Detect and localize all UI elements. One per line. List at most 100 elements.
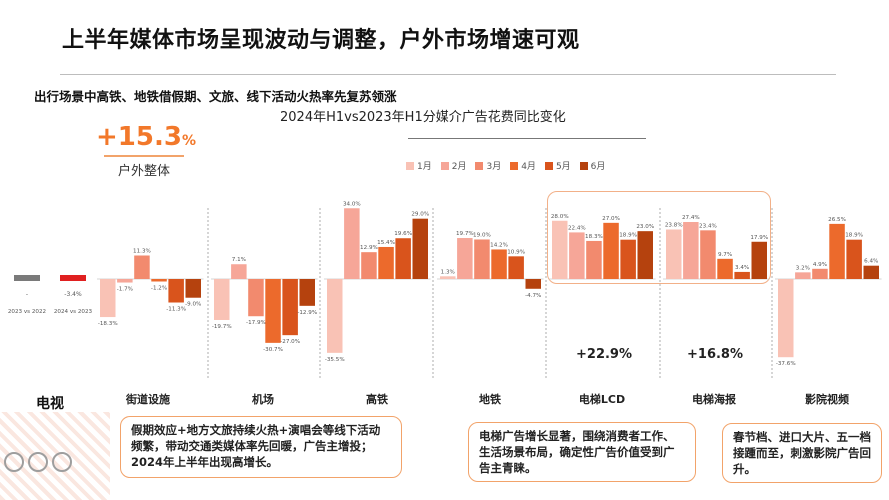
bar [552,220,568,279]
bar-value-label: 18.9% [845,233,863,239]
tv-bar [60,275,86,281]
legend-swatch [510,161,519,170]
bar [491,249,507,279]
chart-legend: 1月 2月 3月 4月 5月 6月 [406,159,605,172]
bar [525,279,541,289]
bar [683,222,699,279]
legend-label: 6月 [590,162,606,172]
bar [863,265,879,279]
chart-title-underline [408,138,646,139]
bar [327,279,343,353]
title-divider [60,74,836,75]
page-title: 上半年媒体市场呈现波动与调整，户外市场增速可观 [62,28,580,53]
bar-value-label: -12.9% [297,310,317,316]
bar-value-label: -27.0% [280,339,300,345]
category-label: 街道设施 [126,393,170,406]
kpi-value: +15.3% [96,122,196,152]
kpi-divider [104,155,184,157]
bar-value-label: 15.4% [377,240,395,246]
bar-value-label: 19.7% [456,231,474,237]
bar-value-label: -37.6% [776,361,796,367]
chart-title: 2024年H1vs2023年H1分媒介广告花费同比变化 [280,110,566,125]
bar-value-label: 3.4% [735,265,749,271]
bar-value-label: 18.9% [619,233,637,239]
bar-value-label: 19.6% [394,231,412,237]
category-label: 地铁 [479,393,501,406]
bar-value-label: -18.3% [98,321,118,327]
sgs-logo-icon [52,452,72,472]
bar [586,240,602,279]
bar [569,232,585,279]
category-label: 高铁 [366,393,388,406]
callout-transport: 假期效应+地方文旅持续火热+演唱会等线下活动频繁，带动交通类媒体率先回暖，广告主… [120,416,402,478]
bar-value-label: -35.5% [325,357,345,363]
tv-value-label: -3.4% [64,291,82,298]
category-label: 电梯海报 [692,393,736,406]
tv-period-label: 2023 vs 2022 [8,309,46,315]
legend-swatch [579,161,588,170]
bar [751,241,767,279]
elevator-highlight-frame [547,191,771,284]
bar [734,271,750,279]
legend-swatch [406,161,414,170]
bar-value-label: 34.0% [343,201,361,207]
bar [700,230,716,279]
bar-value-label: 23.8% [665,222,683,228]
kpi-card: +15.3% 户外整体 [96,122,196,180]
bar-value-label: 18.3% [585,234,603,240]
tv-value-label: - [26,291,28,298]
highlight-growth-number: +22.9% [576,347,632,362]
sgs-logo-icon [4,452,24,472]
category-label: 机场 [252,393,274,406]
bar [620,239,636,279]
tv-label: 电视 [36,396,64,412]
legend-item: 5月 [544,159,571,172]
highlight-growth-number: +16.8% [687,347,743,362]
legend-label: 3月 [486,162,502,172]
bar-value-label: 28.0% [551,214,569,220]
bar [440,276,456,279]
bar-value-label: 14.2% [490,242,508,248]
bar-value-label: 10.9% [507,249,525,255]
bar-value-label: 26.5% [828,217,846,223]
legend-swatch [440,161,449,170]
bar [117,279,133,283]
legend-swatch [544,161,553,170]
legend-item: 4月 [510,159,536,172]
bar [846,239,862,279]
kpi-label: 户外整体 [117,164,170,179]
bar [265,279,281,343]
legend-label: 5月 [555,162,571,172]
bar-value-label: -4.7% [525,293,541,299]
legend-item: 3月 [475,159,501,172]
sgs-logo-icon [28,452,48,472]
bar-value-label: 17.9% [750,235,768,241]
bar-value-label: 11.3% [133,248,151,254]
legend-item: 1月 [406,159,432,172]
bar-value-label: -1.2% [151,285,167,291]
legend-item: 2月 [440,159,466,172]
bar [299,279,315,306]
bar-value-label: 7.1% [232,257,246,263]
bar-value-label: 9.7% [718,252,732,258]
bar-value-label: 3.2% [796,265,810,271]
page-subtitle: 出行场景中高铁、地铁借假期、文旅、线下活动火热率先复苏领涨 [34,89,397,104]
bar-value-label: 1.3% [441,269,455,275]
legend-label: 1月 [417,162,432,172]
category-label: 电梯LCD [578,393,626,406]
bar-value-label: 12.9% [360,245,378,251]
bar [666,229,682,279]
bar [378,246,394,279]
bar [778,279,794,358]
bar [100,279,116,318]
bar-value-label: 27.4% [682,215,700,221]
legend-item: 6月 [579,159,606,172]
callout-cinema: 春节档、进口大片、五一档接踵而至，刺激影院广告回升。 [722,423,882,483]
sgs-logos [4,452,72,472]
bar [508,256,524,279]
bar-value-label: -19.7% [212,324,232,330]
bar [185,279,201,298]
bar [151,279,167,282]
bar [214,279,230,320]
